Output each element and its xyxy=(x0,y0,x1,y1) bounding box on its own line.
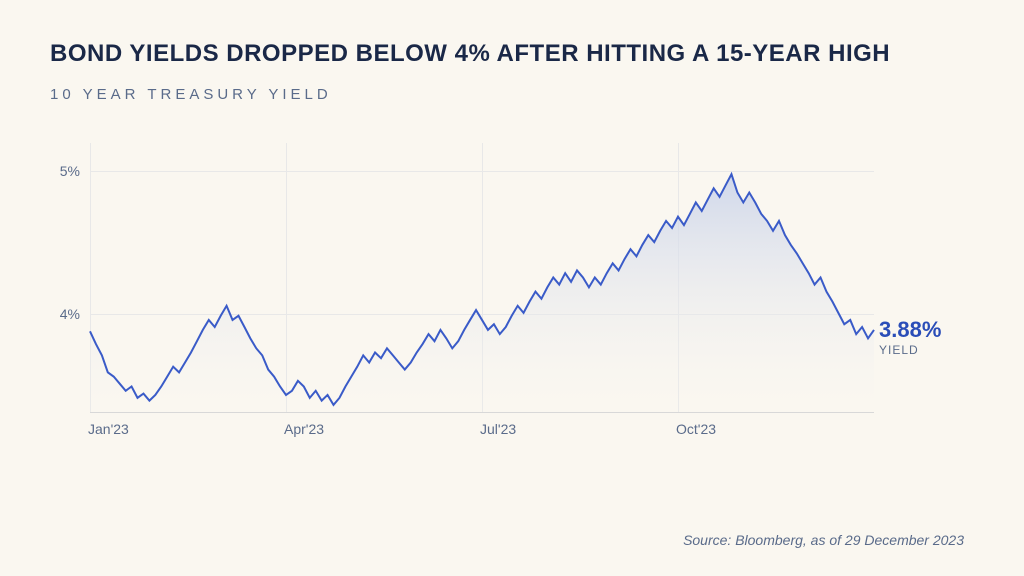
chart-container: 4% 5% 3.88% YIELD Jan'23 Apr'23 Jul'23 Oct'2… xyxy=(50,143,974,453)
chart-source: Source: Bloomberg, as of 29 December 202… xyxy=(683,532,964,548)
chart-subtitle: 10 YEAR TREASURY YIELD xyxy=(50,86,974,103)
x-tick-label: Jan'23 xyxy=(88,421,129,437)
x-tick-label: Jul'23 xyxy=(480,421,516,437)
callout-value: 3.88% xyxy=(879,319,969,341)
y-axis: 4% 5% xyxy=(50,143,90,413)
x-tick-label: Oct'23 xyxy=(676,421,716,437)
callout-label: YIELD xyxy=(879,343,969,357)
y-tick-label: 5% xyxy=(60,163,80,179)
line-chart-svg xyxy=(90,143,874,412)
x-axis: Jan'23 Apr'23 Jul'23 Oct'23 xyxy=(90,421,874,441)
area-fill xyxy=(90,174,874,412)
x-tick-label: Apr'23 xyxy=(284,421,324,437)
y-tick-label: 4% xyxy=(60,306,80,322)
chart-title: BOND YIELDS DROPPED BELOW 4% AFTER HITTI… xyxy=(50,40,974,68)
plot-area: 3.88% YIELD xyxy=(90,143,874,413)
final-value-callout: 3.88% YIELD xyxy=(879,319,969,357)
